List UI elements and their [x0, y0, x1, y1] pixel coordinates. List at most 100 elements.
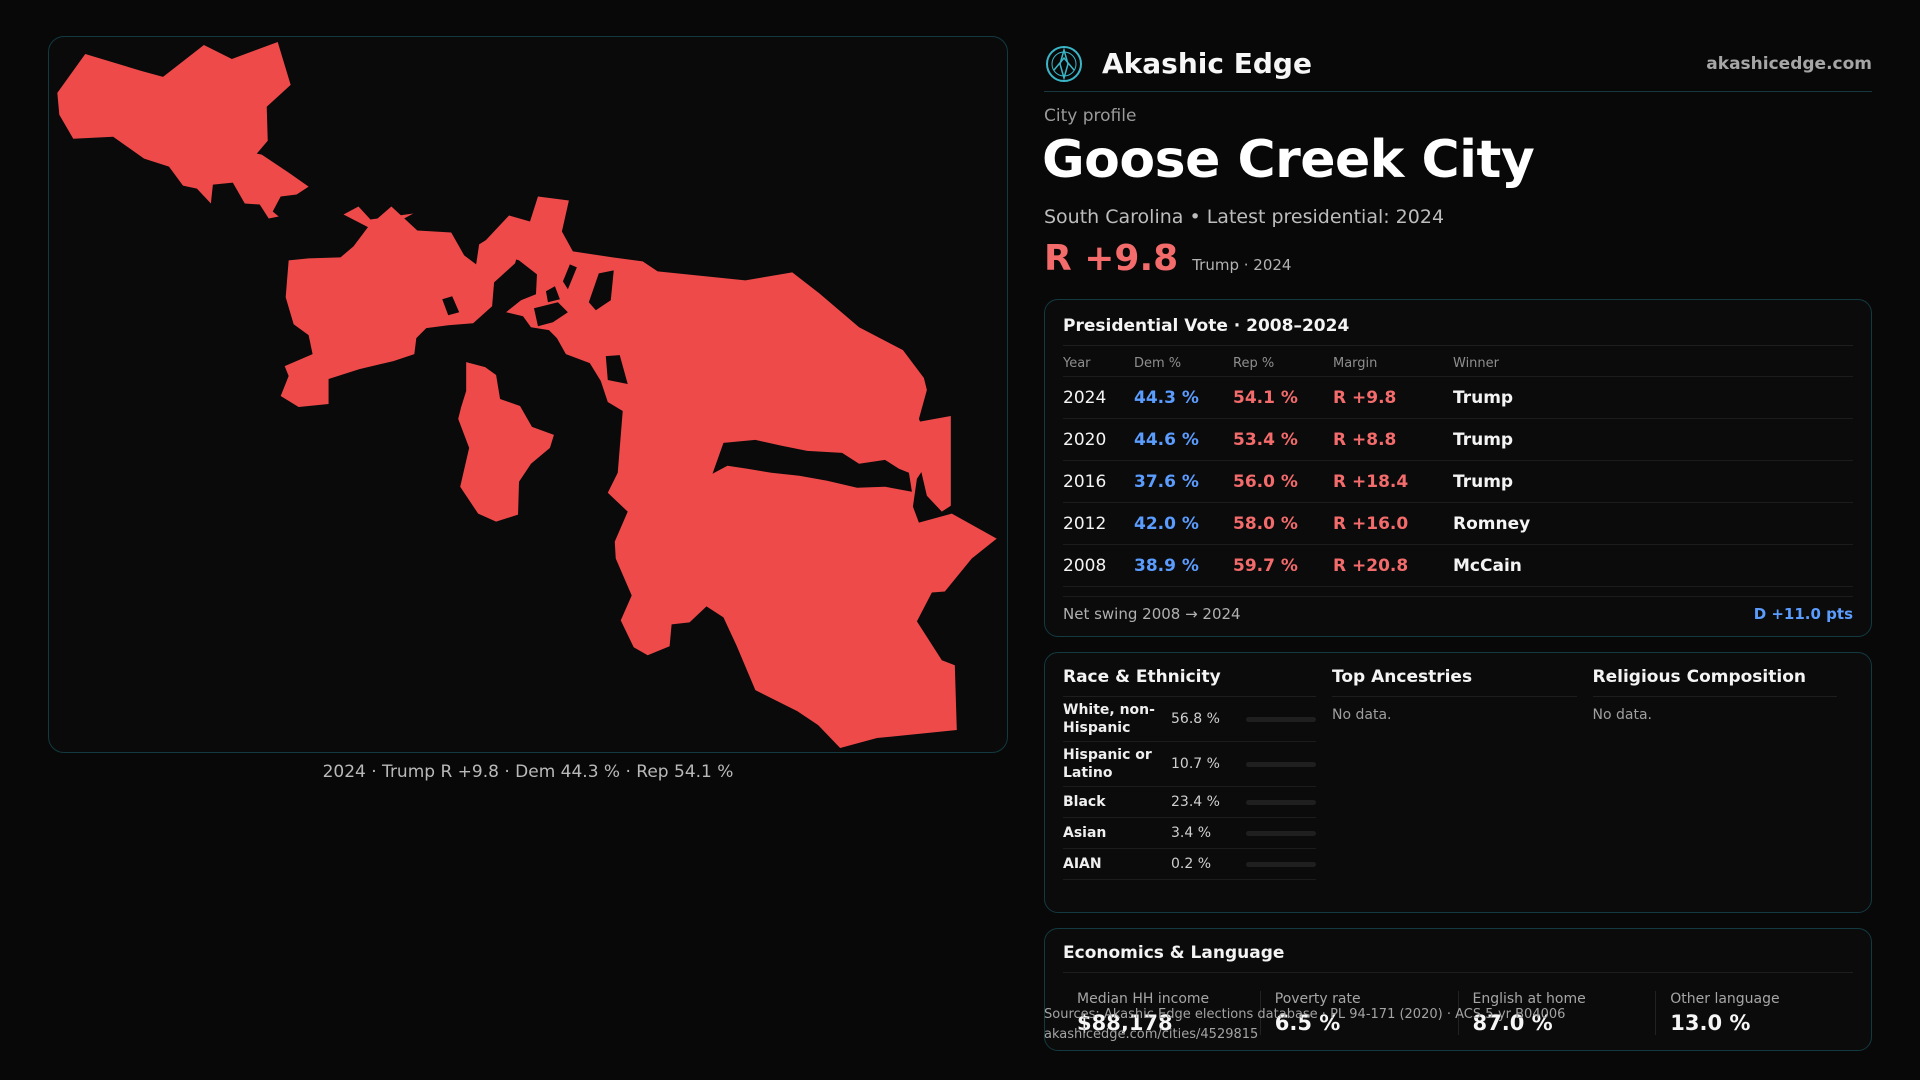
cell-margin: R +8.8: [1333, 418, 1453, 461]
page-title: Goose Creek City: [1042, 130, 1535, 190]
econ-value: 13.0 %: [1670, 1011, 1751, 1035]
cell-margin: R +20.8: [1333, 544, 1453, 587]
race-percent: 3.4 %: [1171, 825, 1212, 841]
econ-label: English at home: [1472, 991, 1586, 1007]
cell-year: 2020: [1063, 418, 1134, 461]
race-label: White, non-Hispanic: [1063, 702, 1155, 736]
cell-rep: 59.7 %: [1233, 544, 1333, 587]
cell-year: 2016: [1063, 460, 1134, 503]
source-line: Sources: Akashic Edge elections database…: [1044, 1007, 1566, 1022]
race-ethnicity-section: Race & Ethnicity White, non-Hispanic 56.…: [1063, 667, 1332, 912]
cell-year: 2012: [1063, 502, 1134, 545]
list-item: Black 23.4 %: [1063, 787, 1316, 818]
cell-margin: R +18.4: [1333, 460, 1453, 503]
race-list: White, non-Hispanic 56.8 % Hispanic or L…: [1063, 697, 1316, 880]
cell-rep: 56.0 %: [1233, 460, 1333, 503]
list-item: Hispanic or Latino 10.7 %: [1063, 742, 1316, 787]
race-label: Hispanic or Latino: [1063, 747, 1152, 781]
headline-margin-value: R +9.8: [1044, 238, 1179, 279]
cell-dem: 42.0 %: [1134, 502, 1233, 545]
vote-table-header: Year Dem % Rep % Margin Winner: [1063, 350, 1853, 377]
brand-url-link[interactable]: akashicedge.com: [1706, 53, 1872, 74]
race-bar: [1246, 830, 1316, 836]
econ-item: Poverty rate 6.5 %: [1259, 991, 1458, 1035]
cell-year: 2024: [1063, 376, 1134, 419]
race-label: Black: [1063, 794, 1106, 810]
col-header-winner: Winner: [1453, 350, 1853, 377]
city-boundary-shape: [57, 41, 997, 749]
table-row: 2020 44.6 % 53.4 % R +8.8 Trump: [1063, 418, 1853, 461]
ancestries-section-title: Top Ancestries: [1332, 667, 1577, 697]
demographics-panel: Race & Ethnicity White, non-Hispanic 56.…: [1044, 652, 1872, 913]
cell-year: 2008: [1063, 544, 1134, 587]
econ-label: Median HH income: [1077, 991, 1210, 1007]
net-swing: Net swing 2008 → 2024 D +11.0 pts: [1063, 596, 1853, 623]
religion-section-title: Religious Composition: [1592, 667, 1837, 697]
brand-name: Akashic Edge: [1102, 47, 1312, 80]
compass-emblem-icon: [1046, 45, 1082, 82]
ancestries-empty: No data.: [1332, 707, 1392, 723]
headline-margin-note: Trump · 2024: [1192, 256, 1292, 274]
cell-margin: R +9.8: [1333, 376, 1453, 419]
table-row: 2012 42.0 % 58.0 % R +16.0 Romney: [1063, 502, 1853, 545]
econ-item: English at home 87.0 %: [1457, 991, 1656, 1035]
economics-grid: Median HH income $88,178 Poverty rate 6.…: [1063, 991, 1853, 1035]
race-bar: [1246, 761, 1316, 767]
list-item: White, non-Hispanic 56.8 %: [1063, 697, 1316, 742]
race-section-title: Race & Ethnicity: [1063, 667, 1316, 697]
city-map[interactable]: [48, 36, 1008, 753]
economics-panel: Economics & Language Median HH income $8…: [1044, 928, 1872, 1051]
cell-dem: 38.9 %: [1134, 544, 1233, 587]
table-row: 2008 38.9 % 59.7 % R +20.8 McCain: [1063, 544, 1853, 587]
cell-margin: R +16.0: [1333, 502, 1453, 545]
source-note: Sources: Akashic Edge elections database…: [1044, 1005, 1565, 1045]
profile-subtitle: South Carolina • Latest presidential: 20…: [1044, 206, 1445, 228]
col-header-rep: Rep %: [1233, 350, 1333, 377]
cell-rep: 58.0 %: [1233, 502, 1333, 545]
cell-winner: Romney: [1453, 502, 1853, 545]
map-caption: 2024 · Trump R +9.8 · Dem 44.3 % · Rep 5…: [322, 762, 734, 782]
race-bar: [1246, 861, 1316, 867]
cell-winner: McCain: [1453, 544, 1853, 587]
race-percent: 56.8 %: [1171, 711, 1220, 727]
vote-panel-title: Presidential Vote · 2008–2024: [1063, 316, 1853, 346]
cell-winner: Trump: [1453, 460, 1853, 503]
economics-panel-title: Economics & Language: [1063, 943, 1853, 973]
net-swing-label: Net swing 2008 → 2024: [1063, 605, 1241, 623]
presidential-vote-panel: Presidential Vote · 2008–2024 Year Dem %…: [1044, 299, 1872, 637]
econ-item: Other language 13.0 %: [1655, 991, 1853, 1035]
econ-value: 87.0 %: [1472, 1011, 1553, 1035]
col-header-year: Year: [1063, 350, 1134, 377]
list-item: Asian 3.4 %: [1063, 818, 1316, 849]
cell-winner: Trump: [1453, 376, 1853, 419]
race-percent: 23.4 %: [1171, 794, 1220, 810]
col-header-margin: Margin: [1333, 350, 1453, 377]
race-bar: [1246, 716, 1316, 722]
source-link[interactable]: akashicedge.com/cities/4529815: [1044, 1027, 1259, 1042]
col-header-dem: Dem %: [1134, 350, 1233, 377]
cell-rep: 54.1 %: [1233, 376, 1333, 419]
ancestries-section: Top Ancestries No data.: [1332, 667, 1593, 912]
race-percent: 0.2 %: [1171, 856, 1212, 872]
cell-dem: 44.3 %: [1134, 376, 1233, 419]
vote-table: Year Dem % Rep % Margin Winner 2024 44.3…: [1063, 350, 1853, 587]
headline-margin: R +9.8 Trump · 2024: [1044, 238, 1291, 279]
list-item: AIAN 0.2 %: [1063, 849, 1316, 880]
profile-kicker: City profile: [1044, 106, 1137, 126]
race-label: Asian: [1063, 825, 1107, 841]
econ-item: Median HH income $88,178: [1063, 991, 1260, 1035]
cell-dem: 37.6 %: [1134, 460, 1233, 503]
map-water-cutouts: [442, 264, 912, 492]
city-boundary-map: [57, 41, 997, 749]
brand-header: Akashic Edge akashicedge.com: [1044, 36, 1872, 92]
econ-label: Poverty rate: [1274, 991, 1361, 1007]
race-percent: 10.7 %: [1171, 756, 1220, 772]
econ-label: Other language: [1670, 991, 1780, 1007]
race-label: AIAN: [1063, 856, 1102, 872]
table-row: 2016 37.6 % 56.0 % R +18.4 Trump: [1063, 460, 1853, 503]
econ-value: 6.5 %: [1274, 1011, 1341, 1035]
cell-winner: Trump: [1453, 418, 1853, 461]
religion-section: Religious Composition No data.: [1592, 667, 1854, 912]
table-row: 2024 44.3 % 54.1 % R +9.8 Trump: [1063, 376, 1853, 419]
race-bar: [1246, 799, 1316, 805]
